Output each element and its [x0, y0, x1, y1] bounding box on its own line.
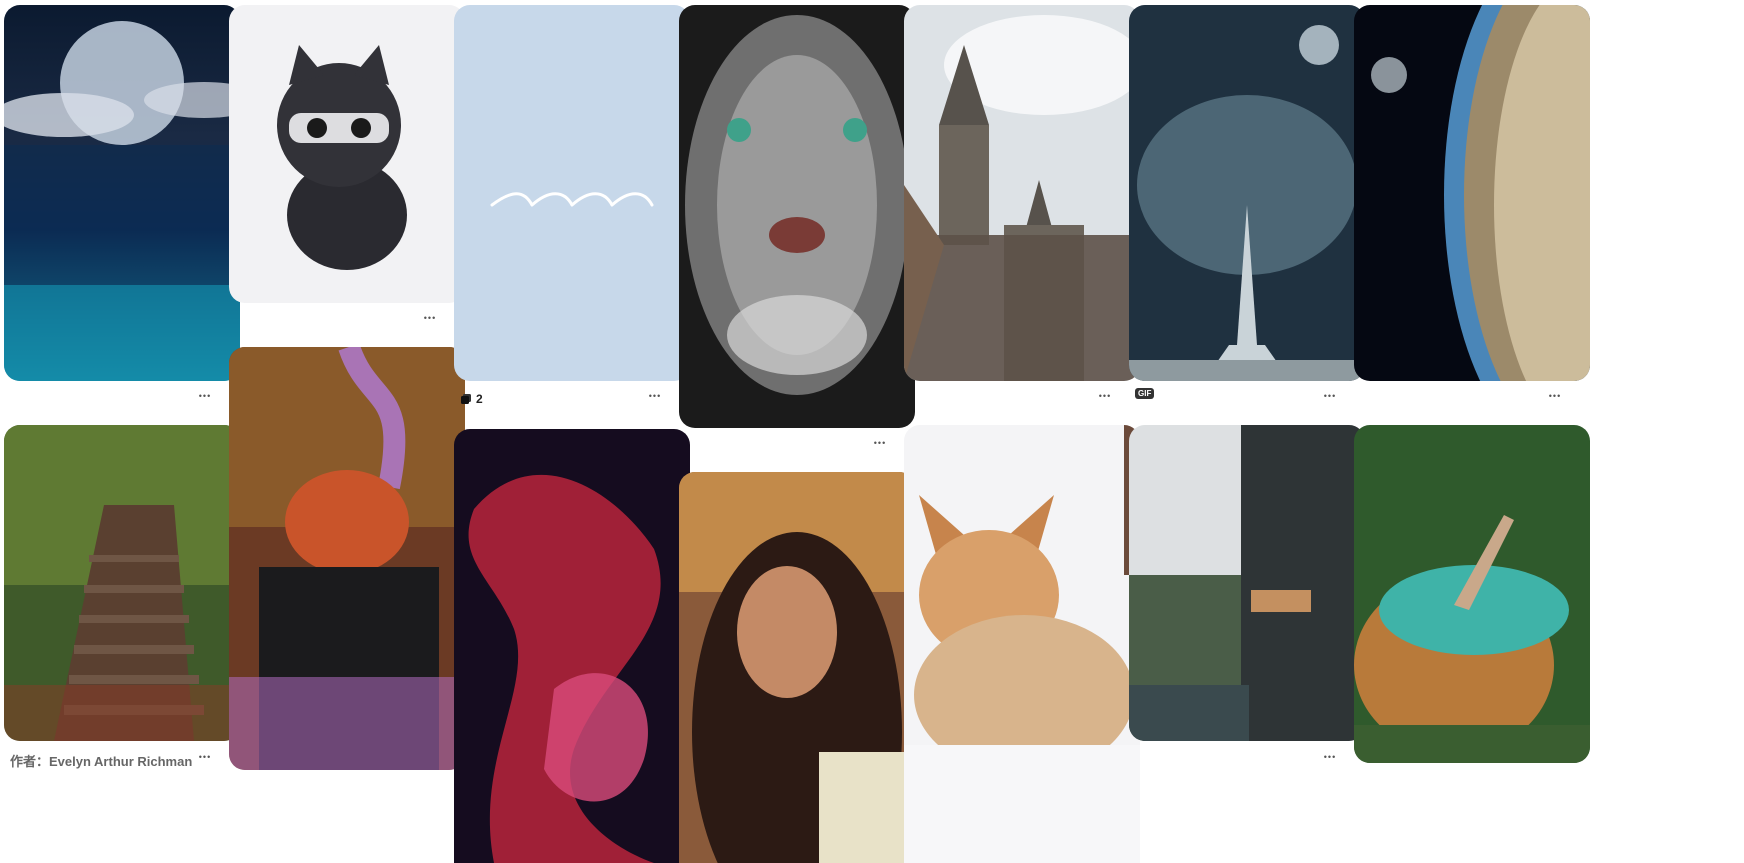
pin-earth-space-more-button[interactable] — [1542, 388, 1568, 404]
pin-pumpkin-head[interactable] — [229, 347, 465, 770]
author-label[interactable]: 作者：Evelyn Arthur Richman — [10, 754, 193, 769]
pin-cliff-house[interactable] — [1129, 425, 1365, 741]
stack-icon — [461, 394, 471, 404]
pin-image — [454, 5, 690, 381]
pin-image — [904, 425, 1140, 863]
pin-moon-sea[interactable] — [4, 5, 240, 381]
pin-castle[interactable] — [904, 5, 1140, 381]
pin-forest-stairs[interactable] — [4, 425, 240, 741]
pin-eiffel-night-more-button[interactable] — [1317, 388, 1343, 404]
pin-eiffel-night[interactable] — [1129, 5, 1365, 381]
pin-image — [679, 472, 915, 863]
gif-badge: GIF — [1135, 388, 1155, 399]
pin-image — [1354, 5, 1590, 381]
pin-fox-snow[interactable] — [904, 425, 1140, 863]
stack-count: 2 — [460, 392, 483, 406]
pin-lion-more-button[interactable] — [867, 435, 893, 451]
pin-earth-space[interactable] — [1354, 5, 1590, 381]
pin-image — [1129, 5, 1365, 381]
pin-image — [4, 425, 240, 741]
stack-count-value: 2 — [476, 392, 483, 406]
pin-image — [229, 347, 465, 770]
pin-image — [904, 5, 1140, 381]
pin-image — [229, 5, 465, 303]
pin-black-cat-more-button[interactable] — [417, 310, 443, 326]
pin-nebula[interactable] — [454, 429, 690, 863]
pin-image — [454, 429, 690, 863]
pin-moon-sea-more-button[interactable] — [192, 388, 218, 404]
pin-lion[interactable] — [679, 5, 915, 428]
pin-wave-blue-more-button[interactable] — [642, 388, 668, 404]
pin-image — [1354, 425, 1590, 763]
pin-black-cat[interactable] — [229, 5, 465, 303]
pin-wave-blue[interactable] — [454, 5, 690, 381]
pin-cliff-house-more-button[interactable] — [1317, 749, 1343, 765]
pin-resort-pool[interactable] — [1354, 425, 1590, 763]
pin-forest-stairs-more-button[interactable] — [192, 749, 218, 765]
pin-castle-more-button[interactable] — [1092, 388, 1118, 404]
pin-image — [4, 5, 240, 381]
pin-image — [1129, 425, 1365, 741]
pin-image — [679, 5, 915, 428]
pin-portrait-woman[interactable] — [679, 472, 915, 863]
